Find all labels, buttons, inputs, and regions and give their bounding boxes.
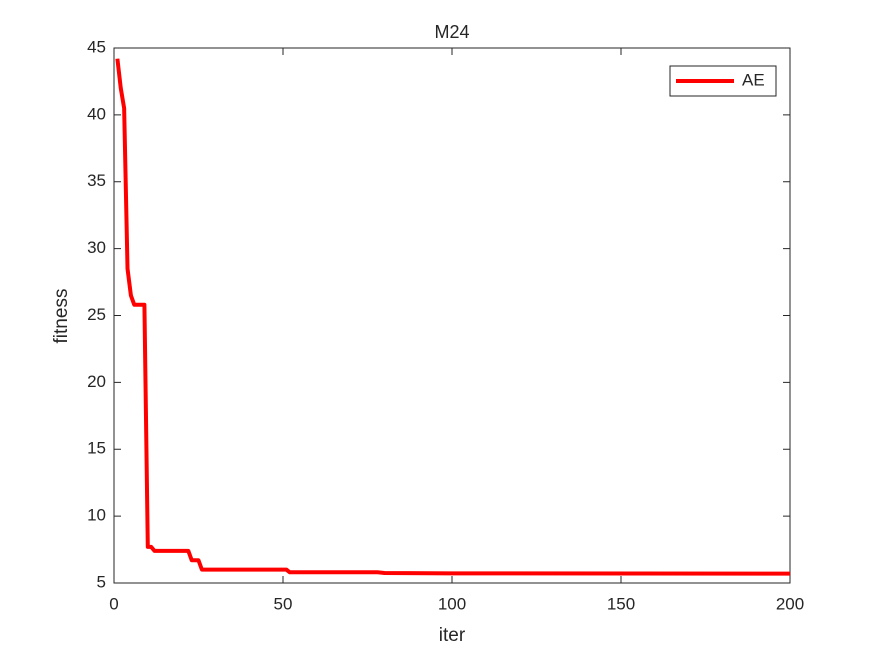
x-tick-label: 100	[438, 594, 466, 613]
y-tick-label: 45	[87, 37, 106, 56]
y-tick-label: 30	[87, 238, 106, 257]
x-tick-label: 200	[776, 594, 804, 613]
x-tick-label: 0	[109, 594, 118, 613]
y-tick-label: 40	[87, 104, 106, 123]
y-tick-label: 5	[97, 572, 106, 591]
plot-area	[113, 47, 791, 584]
y-tick-label: 25	[87, 305, 106, 324]
series-line	[115, 58, 791, 576]
y-tick-label: 15	[87, 439, 106, 458]
x-tick-label: 50	[274, 594, 293, 613]
y-tick-label: 10	[87, 506, 106, 525]
legend-label: AE	[742, 70, 765, 89]
y-tick-label: 20	[87, 372, 106, 391]
y-tick-label: 35	[87, 171, 106, 190]
chart-title: M24	[434, 22, 469, 42]
x-axis-label: iter	[439, 625, 466, 646]
x-tick-label: 150	[607, 594, 635, 613]
y-axis-label: fitness	[51, 289, 72, 344]
